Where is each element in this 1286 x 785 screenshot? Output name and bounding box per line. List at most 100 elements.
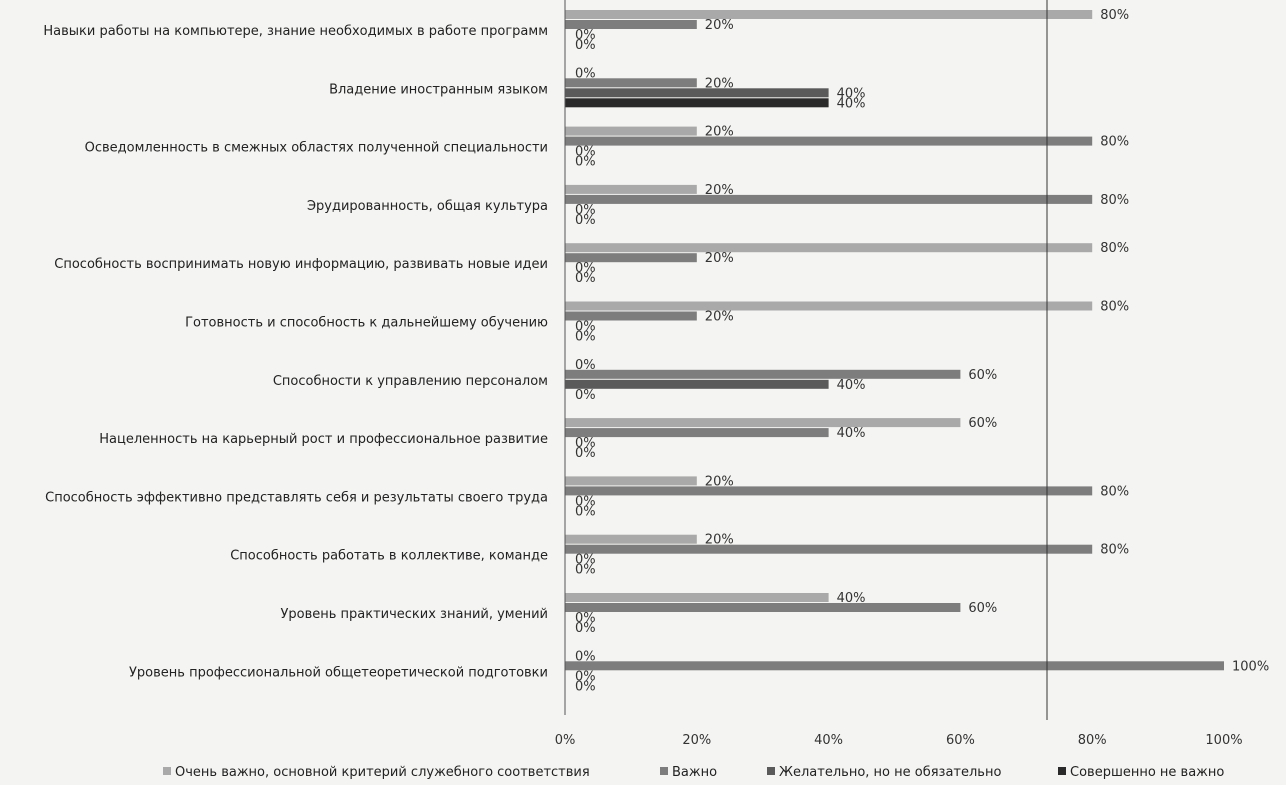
legend: Очень важно, основной критерий служебног…: [163, 765, 1224, 780]
data-label: 60%: [968, 601, 997, 616]
bar: [565, 126, 697, 136]
legend-swatch: [163, 767, 171, 775]
legend-label: Важно: [672, 765, 717, 780]
data-label: 0%: [575, 145, 596, 160]
bar: [565, 88, 829, 98]
data-label: 0%: [575, 679, 596, 694]
data-label: 60%: [968, 368, 997, 383]
data-label: 0%: [575, 155, 596, 170]
data-label: 80%: [1100, 300, 1129, 315]
data-label: 0%: [575, 28, 596, 43]
data-label: 0%: [575, 320, 596, 335]
x-tick-label: 20%: [682, 733, 711, 748]
data-label: 0%: [575, 621, 596, 636]
data-label: 100%: [1232, 659, 1269, 674]
legend-label: Совершенно не важно: [1070, 765, 1224, 780]
data-label: 0%: [575, 504, 596, 519]
data-label: 40%: [837, 591, 866, 606]
bar: [565, 593, 829, 602]
data-label: 20%: [705, 533, 734, 548]
data-label: 0%: [575, 494, 596, 509]
data-label: 0%: [575, 563, 596, 578]
data-label: 80%: [1100, 8, 1129, 23]
category-label: Осведомленность в смежных областях получ…: [85, 141, 548, 156]
data-label: 0%: [575, 611, 596, 626]
bar: [565, 428, 829, 438]
bar: [565, 369, 961, 379]
category-label: Способности к управлению персоналом: [273, 374, 548, 389]
data-label: 0%: [575, 203, 596, 218]
legend-swatch: [660, 767, 668, 775]
data-label: 20%: [705, 125, 734, 140]
category-label: Способность эффективно представлять себя…: [45, 490, 548, 505]
data-label: 80%: [1100, 241, 1129, 256]
data-label: 60%: [968, 416, 997, 431]
legend-label: Очень важно, основной критерий служебног…: [175, 765, 590, 780]
data-label: 0%: [575, 388, 596, 403]
x-tick-label: 40%: [814, 733, 843, 748]
bar: [565, 301, 1093, 311]
bar: [565, 379, 829, 389]
category-label: Способность воспринимать новую информаци…: [54, 257, 548, 272]
data-label: 0%: [575, 213, 596, 228]
bar: [565, 20, 697, 29]
bar: [565, 476, 697, 486]
bar: [565, 184, 697, 194]
data-label: 40%: [837, 86, 866, 101]
bar: [565, 243, 1093, 253]
bar: [565, 10, 1093, 19]
bar: [565, 661, 1224, 671]
bar: [565, 534, 697, 544]
category-label: Уровень практических знаний, умений: [280, 607, 548, 622]
data-label: 0%: [575, 358, 596, 373]
category-label: Владение иностранным языком: [329, 82, 548, 97]
category-label: Уровень профессиональной общетеоретическ…: [129, 665, 548, 680]
legend-swatch: [1058, 767, 1066, 775]
category-labels: Навыки работы на компьютере, знание необ…: [43, 24, 548, 680]
bar: [565, 78, 697, 88]
data-label: 20%: [705, 76, 734, 91]
bar: [565, 253, 697, 263]
category-label: Способность работать в коллективе, коман…: [230, 549, 548, 564]
data-label: 0%: [575, 436, 596, 451]
bar: [565, 486, 1093, 496]
category-label: Навыки работы на компьютере, знание необ…: [43, 24, 548, 39]
data-label: 40%: [837, 96, 866, 111]
x-tick-label: 100%: [1205, 733, 1242, 748]
legend-swatch: [767, 767, 775, 775]
bars-layer: [565, 10, 1224, 671]
data-label: 0%: [575, 261, 596, 276]
category-label: Эрудированность, общая культура: [307, 199, 548, 214]
data-label: 80%: [1100, 484, 1129, 499]
data-label: 0%: [575, 330, 596, 345]
x-tick-label: 0%: [555, 733, 576, 748]
data-label: 0%: [575, 38, 596, 53]
bar: [565, 136, 1093, 146]
data-label: 0%: [575, 553, 596, 568]
bar: [565, 418, 961, 428]
data-label: 20%: [705, 18, 734, 33]
category-label: Нацеленность на карьерный рост и професс…: [99, 432, 548, 447]
data-label: 20%: [705, 251, 734, 266]
data-label: 80%: [1100, 543, 1129, 558]
data-label: 0%: [575, 66, 596, 81]
data-label: 0%: [575, 446, 596, 461]
data-label: 80%: [1100, 135, 1129, 150]
x-axis: 0% 20% 40% 60% 80% 100%: [555, 0, 1243, 748]
legend-label: Желательно, но не обязательно: [779, 765, 1001, 780]
category-label: Готовность и способность к дальнейшему о…: [185, 316, 548, 331]
data-label: 0%: [575, 649, 596, 664]
bar: [565, 311, 697, 321]
data-label: 20%: [705, 474, 734, 489]
data-label: 40%: [837, 378, 866, 393]
bar: [565, 98, 829, 108]
x-tick-label: 80%: [1078, 733, 1107, 748]
data-label: 20%: [705, 310, 734, 325]
bar: [565, 603, 961, 612]
bar: [565, 194, 1093, 204]
data-label: 0%: [575, 669, 596, 684]
data-label: 80%: [1100, 193, 1129, 208]
data-label: 20%: [705, 183, 734, 198]
data-label: 0%: [575, 271, 596, 286]
